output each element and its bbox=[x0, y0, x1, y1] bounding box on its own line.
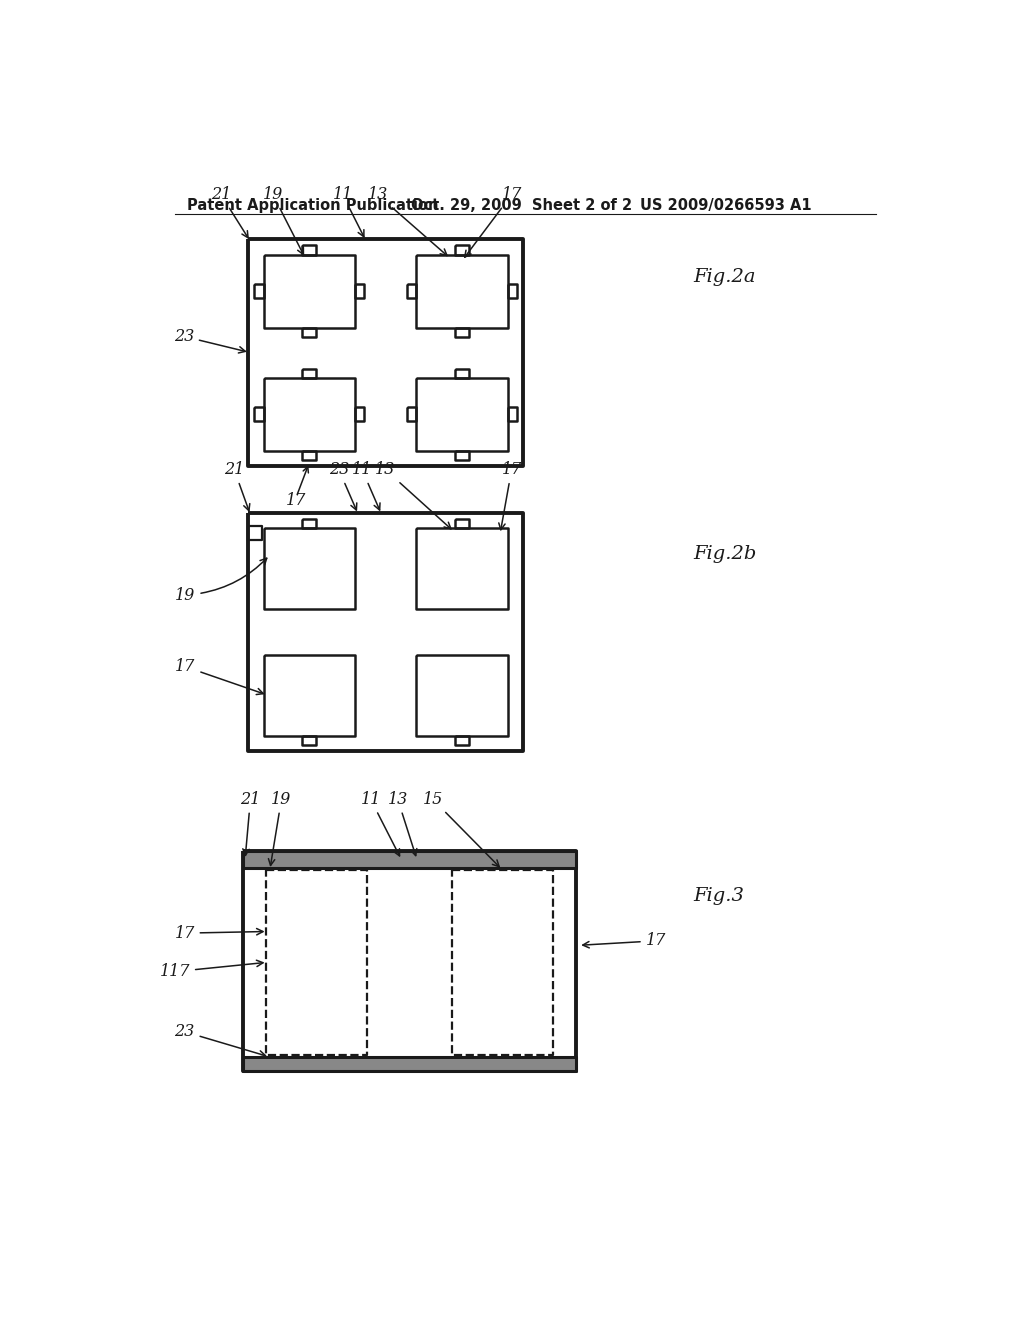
Text: Fig.2a: Fig.2a bbox=[693, 268, 757, 285]
Text: 11: 11 bbox=[360, 791, 399, 855]
Text: 117: 117 bbox=[160, 960, 263, 981]
Bar bbox=[243, 851, 575, 869]
Text: 13: 13 bbox=[368, 186, 447, 256]
Text: Patent Application Publication: Patent Application Publication bbox=[187, 198, 438, 214]
Text: 13: 13 bbox=[387, 791, 417, 855]
Text: Fig.2b: Fig.2b bbox=[693, 545, 757, 562]
Text: 17: 17 bbox=[583, 932, 666, 949]
Text: 19: 19 bbox=[175, 558, 266, 603]
Text: 23: 23 bbox=[174, 1023, 265, 1057]
Text: 11: 11 bbox=[352, 461, 380, 510]
Bar bbox=[243, 1057, 575, 1071]
Text: 15: 15 bbox=[423, 791, 499, 867]
Text: 21: 21 bbox=[241, 791, 260, 855]
Text: 19: 19 bbox=[263, 186, 303, 255]
Text: US 2009/0266593 A1: US 2009/0266593 A1 bbox=[640, 198, 811, 214]
Text: 17: 17 bbox=[465, 186, 522, 257]
Text: 17: 17 bbox=[175, 659, 263, 694]
Text: Oct. 29, 2009  Sheet 2 of 2: Oct. 29, 2009 Sheet 2 of 2 bbox=[411, 198, 632, 214]
Text: Fig.3: Fig.3 bbox=[693, 887, 744, 906]
Text: 13: 13 bbox=[375, 461, 451, 529]
Text: 19: 19 bbox=[268, 791, 292, 866]
Text: 23: 23 bbox=[329, 461, 356, 510]
Text: 21: 21 bbox=[224, 461, 250, 511]
Text: 11: 11 bbox=[333, 186, 364, 236]
Text: 21: 21 bbox=[211, 186, 248, 238]
Text: 17: 17 bbox=[286, 492, 306, 510]
Text: 17: 17 bbox=[499, 461, 522, 529]
Text: 17: 17 bbox=[174, 924, 263, 941]
Text: 23: 23 bbox=[174, 327, 246, 352]
